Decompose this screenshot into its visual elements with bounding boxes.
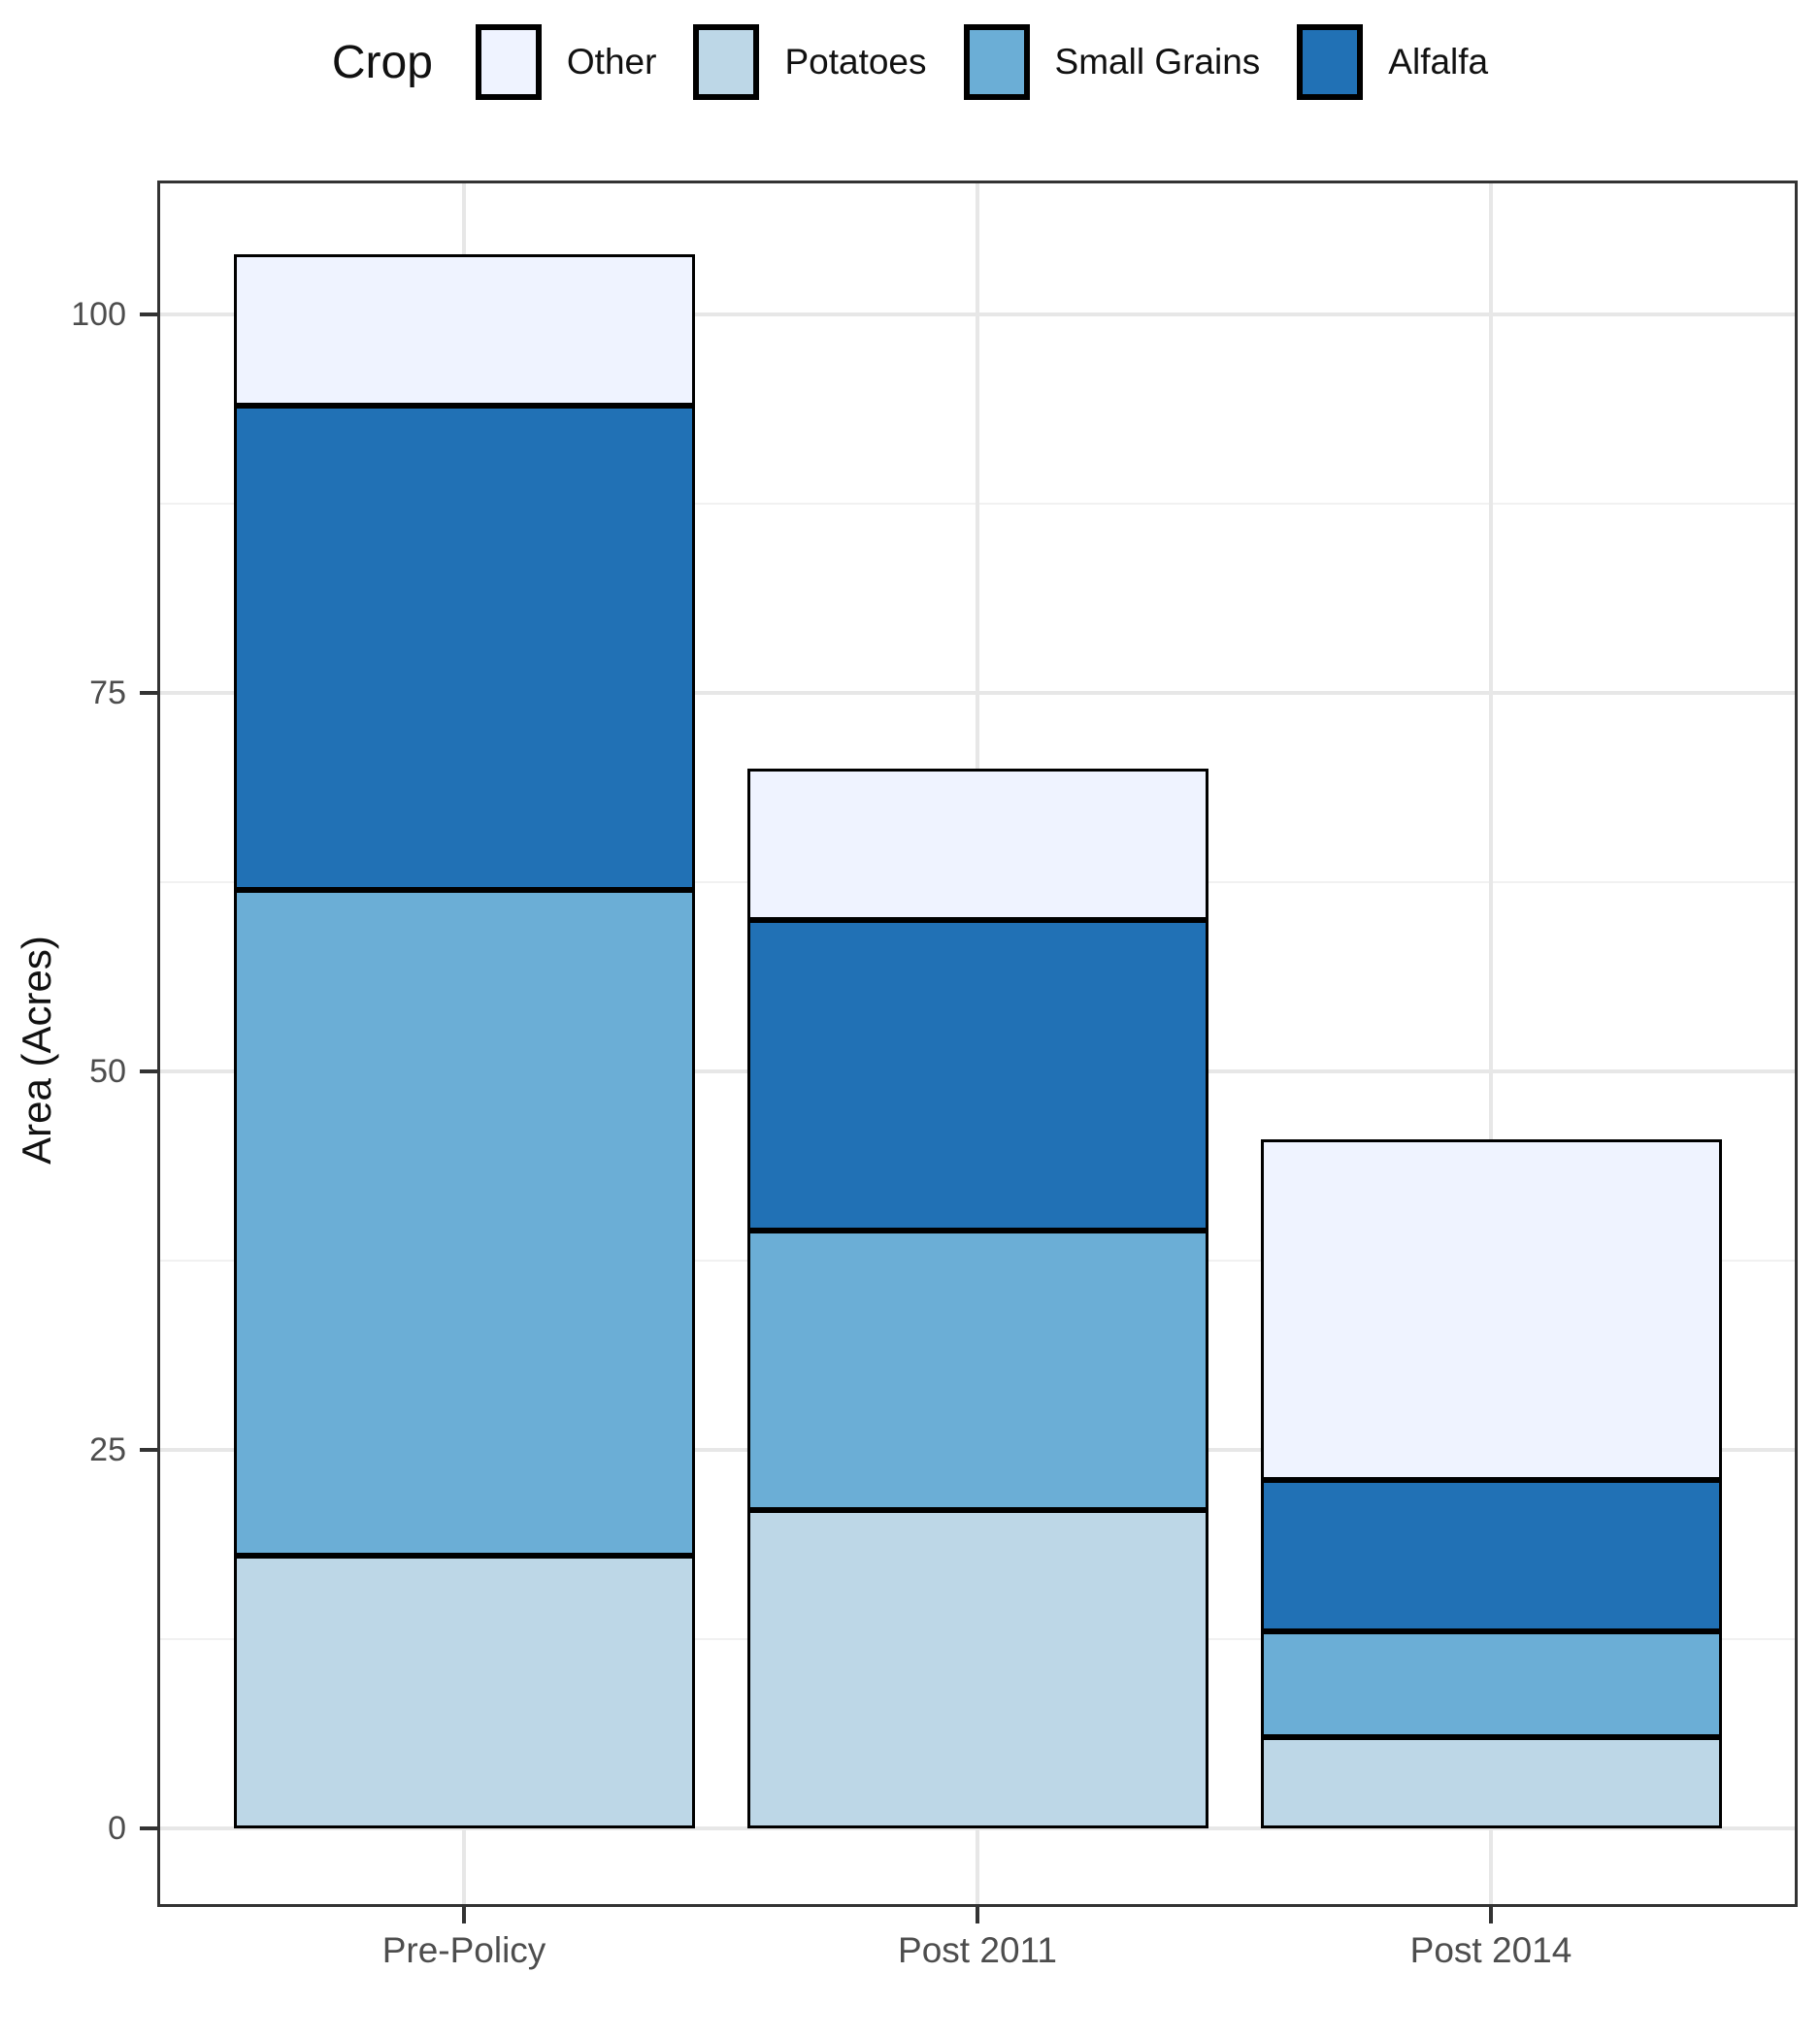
bar-segment-post-2011-small-grains [746, 1230, 1208, 1511]
bar-segment-post-2014-small-grains [1260, 1631, 1722, 1738]
x-tick-label-post-2011: Post 2011 [898, 1930, 1057, 1970]
potatoes-swatch [693, 24, 760, 100]
y-tick-mark [140, 312, 157, 316]
legend-label: Potatoes [784, 42, 927, 82]
small-grains-swatch [963, 24, 1030, 100]
x-tick-label-pre-policy: Pre-Policy [381, 1930, 546, 1970]
y-tick-label: 50 [89, 1053, 126, 1090]
x-tick-label-post-2014: Post 2014 [1409, 1930, 1572, 1970]
bar-segment-post-2011-alfalfa [746, 920, 1208, 1231]
y-tick-label: 100 [71, 296, 126, 333]
y-tick-mark [140, 1448, 157, 1452]
legend-item-potatoes: Potatoes [693, 24, 927, 100]
x-tick-mark [976, 1907, 979, 1923]
y-tick-label: 0 [108, 1810, 126, 1847]
y-tick-mark [140, 1826, 157, 1830]
y-tick-label: 25 [89, 1431, 126, 1468]
bar-segment-post-2014-other [1260, 1139, 1722, 1481]
x-tick-mark [1489, 1907, 1493, 1923]
bar-segment-post-2014-potatoes [1260, 1737, 1722, 1828]
x-tick-mark [462, 1907, 466, 1923]
y-tick-mark [140, 691, 157, 695]
plot-panel [157, 181, 1798, 1907]
legend-title: Crop [331, 36, 433, 88]
bar-segment-pre-policy-alfalfa [233, 405, 695, 890]
bar-segment-post-2011-potatoes [746, 1510, 1208, 1828]
bar-segment-pre-policy-small-grains [233, 889, 695, 1557]
bar-segment-pre-policy-potatoes [233, 1556, 695, 1828]
bar-segment-pre-policy-other [233, 253, 695, 406]
bar-segment-post-2014-alfalfa [1260, 1480, 1722, 1632]
y-tick-label: 75 [89, 674, 126, 711]
alfalfa-swatch [1297, 24, 1364, 100]
legend-item-small-grains: Small Grains [963, 24, 1261, 100]
bar-segment-post-2011-other [746, 769, 1208, 920]
legend-label: Other [566, 42, 657, 82]
category-gridline [1489, 183, 1493, 1904]
other-swatch [475, 24, 542, 100]
y-axis-title: Area (Acres) [14, 936, 59, 1165]
legend-label: Alfalfa [1388, 42, 1489, 82]
legend-item-other: Other [475, 24, 657, 100]
legend: Crop Other Potatoes Small Grains Alfalfa [0, 8, 1820, 116]
legend-label: Small Grains [1054, 42, 1261, 82]
y-tick-mark [140, 1069, 157, 1073]
legend-item-alfalfa: Alfalfa [1297, 24, 1488, 100]
